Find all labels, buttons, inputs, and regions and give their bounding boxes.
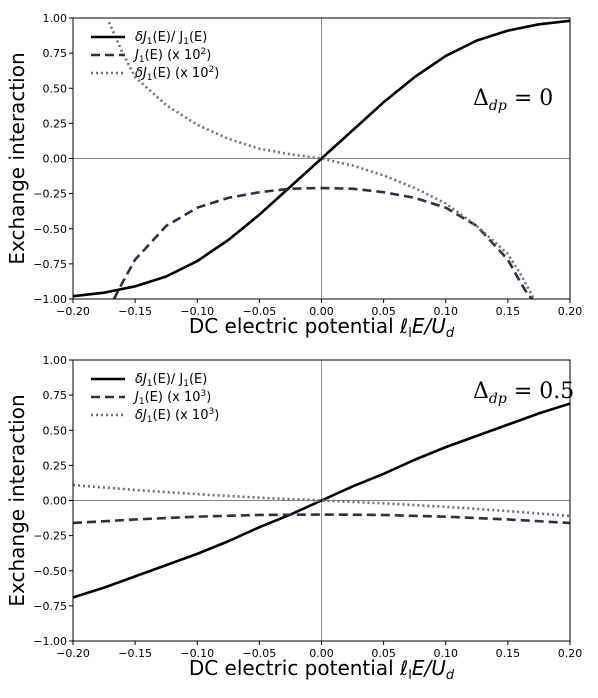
x-tick-label: 0.00 <box>309 647 334 660</box>
x-tick-label: −0.05 <box>243 647 277 660</box>
y-tick-label: −0.25 <box>33 188 67 201</box>
y-tick-label: −0.50 <box>33 223 67 236</box>
legend: δJ1(E)/ J1(E)J1(E) (x 103)δJ1(E) (x 103) <box>91 372 219 425</box>
x-tick-label: 0.00 <box>309 305 334 318</box>
delta-annotation: Δdp = 0 <box>473 86 553 114</box>
x-tick-label: −0.05 <box>243 305 277 318</box>
x-tick-label: 0.10 <box>434 305 459 318</box>
y-tick-label: 0.00 <box>43 153 68 166</box>
series-line-dashed <box>73 513 570 525</box>
y-tick-label: −0.75 <box>33 258 67 271</box>
series-line-solid <box>73 19 570 298</box>
y-tick-label: 0.25 <box>43 117 68 130</box>
y-tick-label: 0.50 <box>43 424 68 437</box>
x-tick-label: −0.10 <box>180 647 214 660</box>
x-tick-label: −0.20 <box>56 305 90 318</box>
y-tick-label: 1.00 <box>43 354 68 367</box>
y-tick-label: 0.25 <box>43 459 68 472</box>
x-tick-label: −0.20 <box>56 647 90 660</box>
delta-annotation: Δdp = 0.5 <box>473 379 574 407</box>
y-tick-label: −0.50 <box>33 565 67 578</box>
x-tick-label: −0.10 <box>180 305 214 318</box>
x-tick-label: 0.20 <box>558 305 583 318</box>
y-axis-label-bottom: Exchange interaction <box>5 394 29 606</box>
legend-label-dotted: δJ1(E) (x 103) <box>135 407 219 425</box>
x-tick-label: 0.15 <box>496 647 521 660</box>
chart-panel-top: −0.20 −0.15 −0.10 −0.05 0.00 0.05 0.10 0.15 0.20… <box>33 12 582 341</box>
x-tick-label: −0.15 <box>118 305 152 318</box>
x-tick-label: 0.10 <box>434 647 459 660</box>
x-tick-label: 0.15 <box>496 305 521 318</box>
x-tick-label: 0.05 <box>371 647 396 660</box>
x-axis-label: DC electric potential ℓlE/Ud <box>189 314 455 341</box>
y-tick-label: 0.75 <box>43 389 68 402</box>
y-tick-label: −0.25 <box>33 530 67 543</box>
y-tick-label: 0.00 <box>43 495 68 508</box>
x-tick-label: 0.20 <box>558 647 583 660</box>
y-tick-label: 0.75 <box>43 47 68 60</box>
x-axis-label: DC electric potential ℓlE/Ud <box>189 656 455 683</box>
y-tick-label: 0.50 <box>43 82 68 95</box>
series-line-solid <box>73 402 570 599</box>
legend-label-dotted: δJ1(E) (x 102) <box>135 65 219 83</box>
y-tick-label: 1.00 <box>43 12 68 25</box>
y-tick-label: −1.00 <box>33 635 67 648</box>
legend-label-solid: δJ1(E)/ J1(E) <box>135 372 207 389</box>
legend-label-dashed: J1(E) (x 103) <box>132 389 211 407</box>
legend: δJ1(E)/ J1(E)J1(E) (x 102)δJ1(E) (x 102) <box>91 30 219 83</box>
legend-label-dashed: J1(E) (x 102) <box>132 47 211 65</box>
y-tick-label: −0.75 <box>33 600 67 613</box>
x-tick-label: −0.15 <box>118 647 152 660</box>
y-axis-label-top: Exchange interaction <box>5 52 29 264</box>
y-tick-label: −1.00 <box>33 293 67 306</box>
legend-label-solid: δJ1(E)/ J1(E) <box>135 30 207 47</box>
series-line-dashed <box>112 186 534 299</box>
x-tick-label: 0.05 <box>371 305 396 318</box>
chart-panel-bottom: −0.20 −0.15 −0.10 −0.05 0.00 0.05 0.10 0.15 0.20… <box>33 354 582 683</box>
